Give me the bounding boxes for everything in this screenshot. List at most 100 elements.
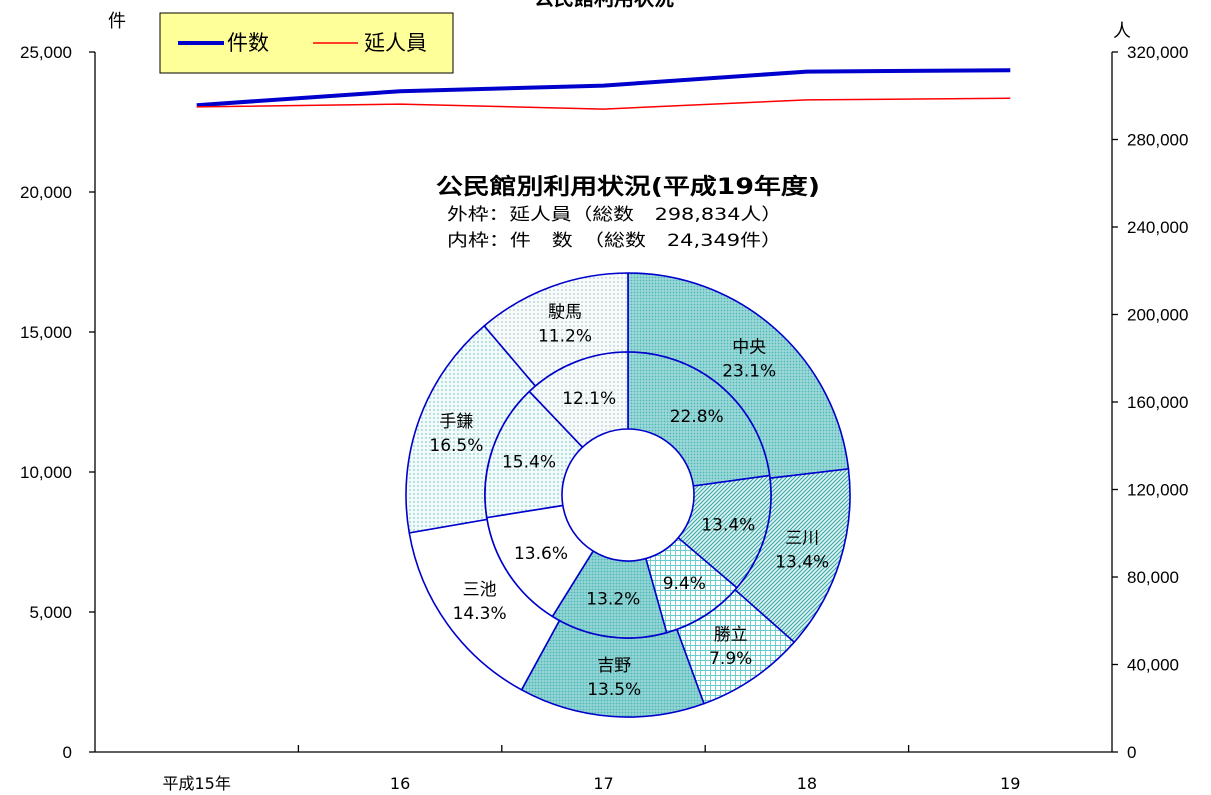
outer-label-unit: % [467,436,483,456]
inner-label-value: 13.4% [701,515,755,535]
outer-label-name: 手鎌 [439,412,473,432]
inner-label-unit: % [690,574,706,594]
x-tick-label: 17 [593,774,613,793]
inner-label-4: 13.2% [586,590,640,610]
y-right-tick-label: 160,000 [1127,393,1188,412]
inner-label-2: 13.4% [701,515,755,535]
inner-label-number: 22.8 [670,407,708,427]
doughnut-labels: 中央 23.1% 三川 13.4% 勝立 7.9% 吉野 13.5% 三池 14.3% 手鎌 16.5… [429,303,829,700]
x-tick-label: 18 [797,774,817,793]
doughnut-slices [405,272,851,718]
inner-label-number: 13.2 [586,590,624,610]
y-left-tick-label: 20,000 [20,183,72,202]
inner-label-unit: % [540,453,556,473]
inner-label-unit: % [552,544,568,564]
y-left-axis-label: 件 [108,11,126,32]
outer-label-number: 14.3 [453,604,491,624]
outer-label-number: 23.1 [722,362,760,382]
y-right-tick-label: 280,000 [1127,131,1188,150]
inner-label-6: 15.4% [502,453,556,473]
outer-label-unit: % [490,604,506,624]
y-right-axis-label: 人 [1113,21,1131,42]
outer-label-unit: % [736,649,752,669]
inner-label-unit: % [624,590,640,610]
outer-label-number: 7.9 [709,649,736,669]
y-right-tick-label: 120,000 [1127,481,1188,500]
outer-label-unit: % [813,553,829,573]
x-tick-label: 16 [390,774,410,793]
doughnut-subtitle-inner: 内枠：件 数 （総数 24,349件） [447,231,782,251]
inner-label-number: 15.4 [502,453,540,473]
legend: 件数 延人員 [159,12,454,74]
inner-label-number: 12.1 [562,389,600,409]
outer-label-number: 13.4 [775,553,813,573]
outer-label-name: 吉野 [597,656,631,676]
inner-slice-7 [528,351,629,449]
outer-label-number: 13.5 [587,680,625,700]
outer-label-name: 三池 [463,580,497,600]
outer-label-unit: % [760,362,776,382]
outer-label-value: 16.5% [429,436,483,456]
outer-label-5: 三池 14.3% [453,580,507,624]
outer-label-3: 勝立 7.9% [709,625,752,669]
legend-label-visitors: 延人員 [364,31,427,55]
y-left-tick-label: 10,000 [20,463,72,482]
legend-label-count: 件数 [227,31,269,55]
y-right-tick-label: 200,000 [1127,306,1188,325]
doughnut-chart: 公民館別利用状況(平成19年度) 外枠：延人員（総数 298,834人） 内枠：… [405,174,851,718]
inner-slice-1 [627,351,771,487]
inner-label-number: 9.4 [663,574,690,594]
y-left-tick-label: 5,000 [29,603,72,622]
x-tick-label: 19 [1000,774,1020,793]
inner-label-5: 13.6% [514,544,568,564]
outer-label-1: 中央 23.1% [722,338,776,382]
y-left-tick-label: 0 [63,743,72,762]
y-right-tick-label: 0 [1127,743,1136,762]
outer-label-name: 中央 [732,338,766,358]
outer-label-name: 駛馬 [548,303,582,323]
inner-label-value: 13.2% [586,590,640,610]
inner-label-value: 9.4% [663,574,706,594]
y-left-tick-label: 15,000 [20,323,72,342]
outer-label-2: 三川 13.4% [775,529,829,573]
y-left-tick-label: 25,000 [20,43,72,62]
inner-label-value: 15.4% [502,453,556,473]
outer-label-number: 16.5 [429,436,467,456]
inner-label-unit: % [708,407,724,427]
y-right-tick-label: 240,000 [1127,218,1188,237]
outer-label-6: 手鎌 16.5% [429,412,483,456]
inner-label-7: 12.1% [562,389,616,409]
series-line-1 [196,68,1011,108]
outer-label-unit: % [625,680,641,700]
y-right-tick-label: 320,000 [1127,43,1188,62]
inner-label-unit: % [739,515,755,535]
outer-label-7: 駛馬 11.2% [538,303,592,347]
chart-title: 公民館利用状況 [534,0,674,10]
outer-label-number: 11.2 [538,327,576,347]
inner-label-unit: % [600,389,616,409]
outer-label-4: 吉野 13.5% [587,656,641,700]
outer-label-unit: % [576,327,592,347]
inner-label-value: 22.8% [670,407,724,427]
inner-label-value: 12.1% [562,389,616,409]
inner-label-number: 13.6 [514,544,552,564]
outer-label-value: 13.4% [775,553,829,573]
y-right-tick-label: 40,000 [1127,656,1179,675]
outer-label-name: 勝立 [714,625,748,645]
inner-label-3: 9.4% [663,574,706,594]
x-tick-label: 平成15年 [163,774,231,793]
outer-label-name: 三川 [785,529,819,549]
outer-label-value: 13.5% [587,680,641,700]
series-line-2 [196,97,1011,110]
doughnut-title: 公民館別利用状況(平成19年度) [436,174,820,200]
y-right-tick-label: 80,000 [1127,568,1179,587]
doughnut-subtitle-outer: 外枠：延人員（総数 298,834人） [447,205,782,225]
outer-label-value: 14.3% [453,604,507,624]
line-chart: 0 5,000 10,000 15,000 20,000 25,000 0 40,000 80,… [20,43,1188,793]
outer-label-value: 7.9% [709,649,752,669]
inner-label-number: 13.4 [701,515,739,535]
outer-label-value: 23.1% [722,362,776,382]
inner-label-1: 22.8% [670,407,724,427]
outer-label-value: 11.2% [538,327,592,347]
